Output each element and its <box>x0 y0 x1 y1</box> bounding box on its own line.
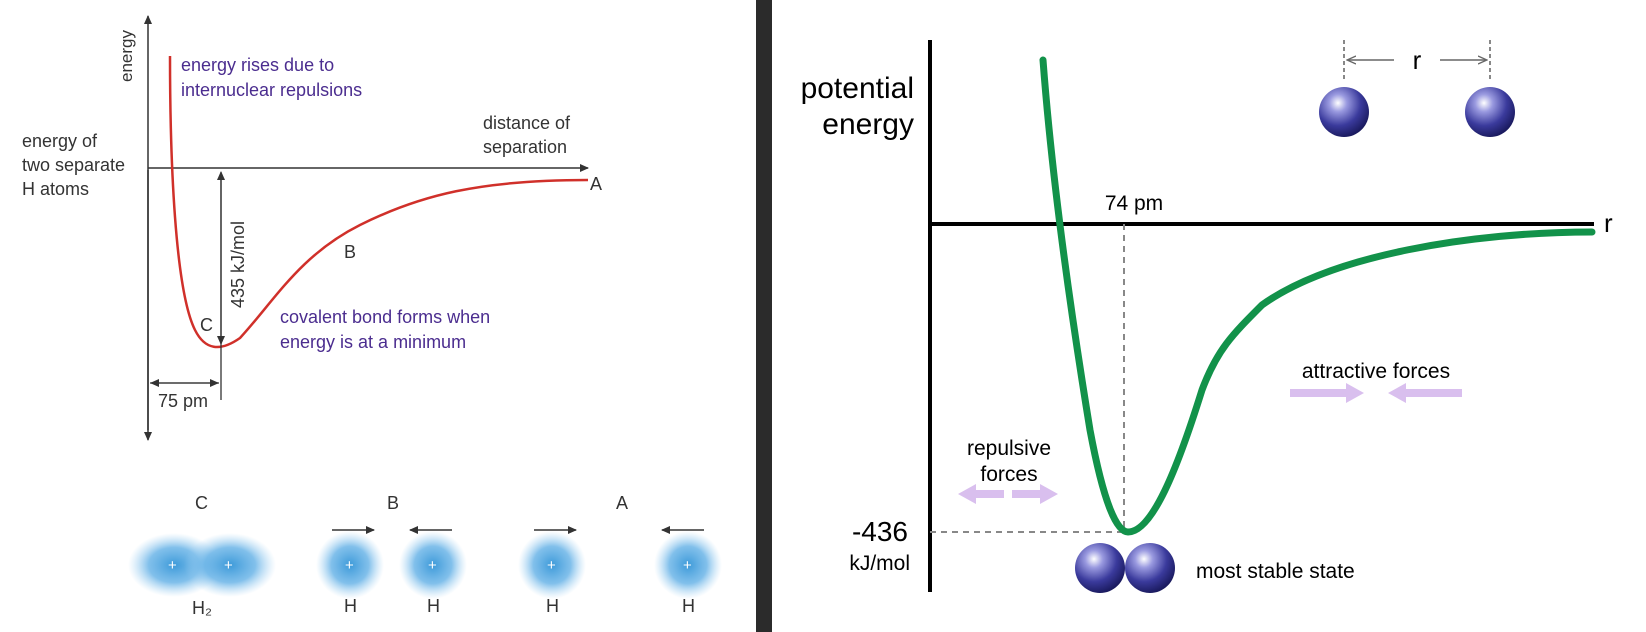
x-axis-label-line1: distance of <box>483 113 571 133</box>
repulsive-forces-label-line2: forces <box>980 463 1037 486</box>
nucleus-charge: + <box>547 557 556 574</box>
atom-label-h: H <box>344 596 357 616</box>
nucleus-charge: + <box>683 557 692 574</box>
point-label-c: C <box>200 315 213 335</box>
attractive-forces-label: attractive forces <box>1302 360 1450 383</box>
atom-label-h: H <box>682 596 695 616</box>
baseline-label-line2: two separate <box>22 155 125 175</box>
repulsive-forces-label-line1: repulsive <box>967 437 1051 460</box>
potential-energy-curve <box>168 55 589 349</box>
bond-length-label: 75 pm <box>158 391 208 411</box>
h-atom-glow <box>654 531 722 599</box>
h-atom-glow <box>399 531 467 599</box>
atom-diagram-b-title: B <box>387 493 399 513</box>
atom-label-h: H <box>546 596 559 616</box>
potential-energy-curve <box>1039 56 1596 536</box>
molecule-label-h2: H₂ <box>192 598 212 618</box>
bond-note-line2: energy is at a minimum <box>280 332 466 352</box>
left-energy-diagram: energy distance of separation energy of … <box>22 15 722 618</box>
attractive-force-arrow-left <box>1388 383 1462 403</box>
h2-molecule-glow-right <box>184 533 276 597</box>
bonded-atom-sphere <box>1125 543 1175 593</box>
left-panel: energy distance of separation energy of … <box>0 0 756 632</box>
y-axis-label-line2: energy <box>822 108 914 141</box>
baseline-label-line3: H atoms <box>22 179 89 199</box>
point-label-a: A <box>590 174 602 194</box>
baseline-label-line1: energy of <box>22 131 98 151</box>
y-axis-label: energy <box>117 30 136 82</box>
separated-atom-sphere <box>1319 87 1369 137</box>
h-atom-glow <box>518 531 586 599</box>
atom-diagram-a-title: A <box>616 493 628 513</box>
min-energy-value: -436 <box>852 516 908 547</box>
bond-length-label: 74 pm <box>1105 192 1163 215</box>
point-label-b: B <box>344 242 356 262</box>
nucleus-charge: + <box>345 557 354 574</box>
min-energy-unit: kJ/mol <box>849 552 910 575</box>
atom-label-h: H <box>427 596 440 616</box>
x-axis-label-line2: separation <box>483 137 567 157</box>
y-axis-label-line1: potential <box>801 72 914 105</box>
x-axis-label: r <box>1604 208 1613 238</box>
separated-atom-sphere <box>1465 87 1515 137</box>
repulsive-force-arrow-right <box>1012 484 1058 504</box>
h-atom-glow <box>316 531 384 599</box>
nucleus-charge: + <box>428 557 437 574</box>
repulsive-force-arrow-left <box>958 484 1004 504</box>
attractive-force-arrow-right <box>1290 383 1364 403</box>
nucleus-charge: + <box>224 557 233 574</box>
most-stable-label: most stable state <box>1196 560 1355 583</box>
right-panel: potential energy r 74 pm -436 kJ/mol r a… <box>772 0 1646 632</box>
right-energy-diagram: potential energy r 74 pm -436 kJ/mol r a… <box>801 40 1613 593</box>
well-depth-label: 435 kJ/mol <box>228 221 248 308</box>
atom-diagram-c-title: C <box>195 493 208 513</box>
bonded-atom-sphere <box>1075 543 1125 593</box>
repulsion-note-line2: internuclear repulsions <box>181 80 362 100</box>
repulsion-note-line1: energy rises due to <box>181 55 334 75</box>
nucleus-charge: + <box>168 557 177 574</box>
bond-note-line1: covalent bond forms when <box>280 307 490 327</box>
separation-label: r <box>1413 45 1422 75</box>
